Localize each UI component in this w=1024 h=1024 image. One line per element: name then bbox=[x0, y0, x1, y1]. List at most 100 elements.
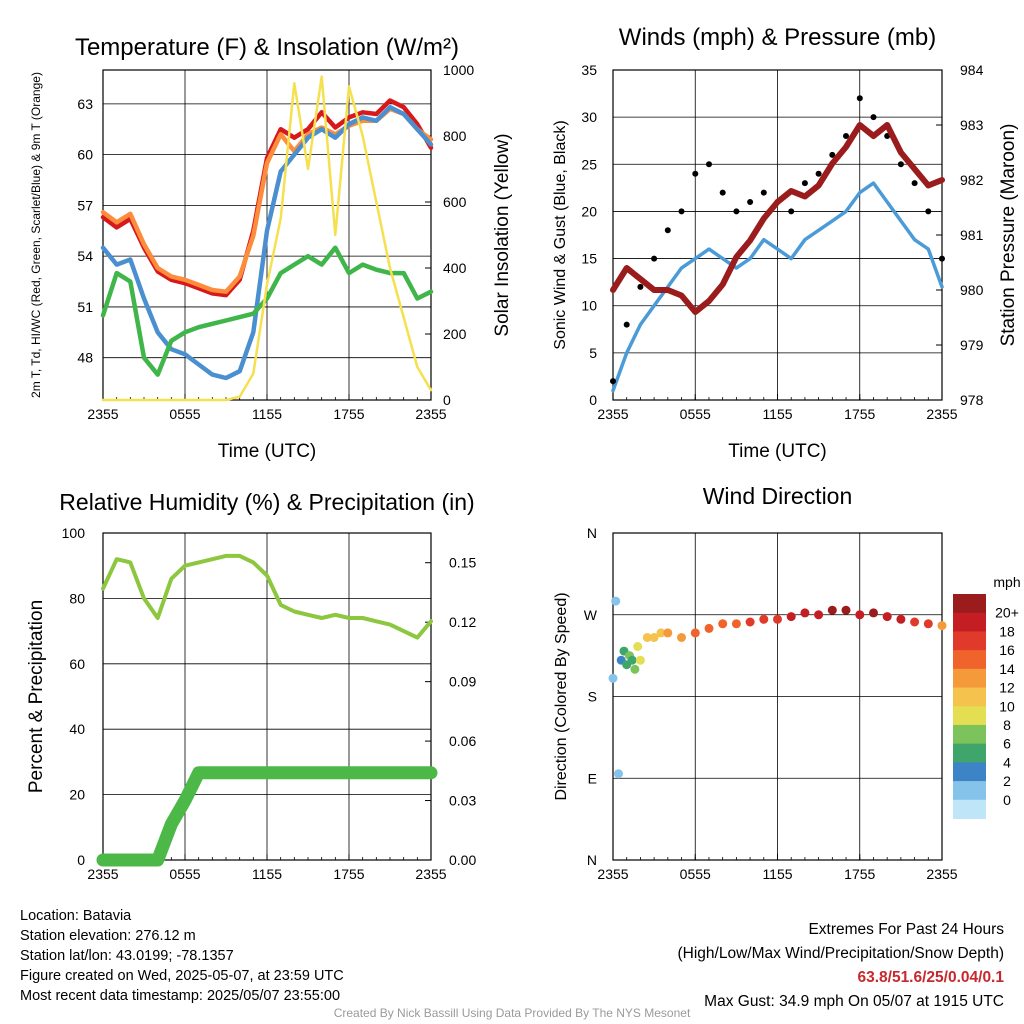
y2-tick-label: 982 bbox=[960, 172, 984, 188]
legend-label: 8 bbox=[1003, 717, 1011, 733]
x-tick-label: 2355 bbox=[597, 406, 628, 422]
legend-swatch bbox=[953, 650, 986, 670]
gust-point bbox=[843, 133, 849, 139]
x-tick-label: 1755 bbox=[333, 406, 364, 422]
legend-label: 20+ bbox=[995, 605, 1019, 621]
y-tick-label: E bbox=[588, 770, 597, 786]
y-tick-label: 48 bbox=[77, 350, 93, 366]
direction-point bbox=[786, 612, 796, 622]
temperature-chart: 2355 0555 1155 1755 2355 48 51 54 57 60 63 0 200 400 6… bbox=[29, 34, 513, 462]
precip-line bbox=[96, 766, 438, 867]
y2-tick-label: 600 bbox=[443, 194, 467, 210]
legend-swatch bbox=[953, 724, 986, 745]
y-axis-label: 2m T, Td, HI/WC (Red, Green, Scarlet/Blu… bbox=[29, 72, 43, 398]
latest-timestamp: Most recent data timestamp: 2025/05/07 2… bbox=[20, 988, 341, 1004]
station-info: Location: Batavia Station elevation: 276… bbox=[20, 906, 344, 1006]
direction-point bbox=[910, 617, 920, 627]
extremes-subtitle: (High/Low/Max Wind/Precipitation/Snow De… bbox=[677, 945, 1005, 962]
y-tick-label: S bbox=[588, 689, 597, 705]
direction-point bbox=[663, 628, 673, 638]
direction-point bbox=[896, 614, 906, 624]
extremes-title: Extremes For Past 24 Hours bbox=[808, 921, 1004, 938]
y2-tick-label: 0.09 bbox=[449, 674, 476, 690]
x-tick-label: 2355 bbox=[597, 866, 628, 882]
direction-point bbox=[841, 605, 851, 615]
direction-point bbox=[855, 610, 865, 620]
y-axis-label: Sonic Wind & Gust (Blue, Black) bbox=[552, 120, 569, 349]
direction-point bbox=[882, 612, 892, 622]
legend-label: 16 bbox=[999, 642, 1015, 658]
y2-tick-label: 0.06 bbox=[449, 733, 476, 749]
gust-point bbox=[856, 95, 863, 102]
y2-tick-label: 0.15 bbox=[449, 555, 476, 571]
gust-point bbox=[801, 180, 808, 187]
x-tick-label: 0555 bbox=[169, 866, 200, 882]
x-tick-label: 0555 bbox=[169, 406, 200, 422]
chart-title: Temperature (F) & Insolation (W/m²) bbox=[75, 34, 459, 61]
y-tick-label: 51 bbox=[77, 299, 93, 315]
direction-point bbox=[611, 596, 621, 606]
series-line bbox=[100, 245, 434, 377]
chart-title: Relative Humidity (%) & Precipitation (i… bbox=[59, 489, 474, 515]
gust-point bbox=[829, 151, 836, 158]
y-tick-label: N bbox=[587, 525, 597, 541]
direction-point bbox=[869, 608, 878, 618]
credit-line: Created By Nick Bassill Using Data Provi… bbox=[333, 1006, 691, 1020]
y2-axis-label: Solar Insolation (Yellow) bbox=[492, 133, 513, 336]
direction-point bbox=[704, 623, 714, 633]
legend-swatch bbox=[953, 799, 986, 819]
y-tick-label: N bbox=[587, 852, 597, 868]
direction-point bbox=[608, 673, 618, 683]
direction-point bbox=[759, 614, 769, 624]
series-line bbox=[101, 75, 433, 402]
direction-point bbox=[649, 633, 659, 642]
direction-point bbox=[677, 633, 686, 642]
x-tick-label: 0555 bbox=[680, 406, 711, 422]
gust-point bbox=[719, 189, 726, 196]
y-tick-label: 54 bbox=[77, 248, 93, 264]
y-tick-label: 20 bbox=[69, 787, 85, 803]
gust-point bbox=[706, 161, 712, 168]
y2-tick-label: 0.00 bbox=[449, 852, 476, 868]
gust-point bbox=[637, 283, 644, 290]
gust-point bbox=[939, 255, 945, 262]
y-axis-label: Percent & Precipitation bbox=[26, 600, 47, 793]
station-location: Location: Batavia bbox=[20, 908, 132, 924]
y2-tick-label: 984 bbox=[960, 62, 984, 78]
legend-title: mph bbox=[993, 574, 1020, 590]
y2-tick-label: 978 bbox=[960, 392, 984, 408]
gust-point bbox=[925, 208, 932, 215]
gust-point bbox=[610, 378, 616, 385]
direction-point bbox=[773, 614, 782, 624]
figure-created: Figure created on Wed, 2025-05-07, at 23… bbox=[20, 968, 344, 984]
y2-tick-label: 200 bbox=[443, 326, 467, 342]
x-tick-label: 1155 bbox=[762, 866, 792, 882]
chart-title: Wind Direction bbox=[703, 483, 853, 509]
extremes-panel: Extremes For Past 24 Hours (High/Low/Max… bbox=[678, 918, 1005, 1014]
y2-tick-label: 983 bbox=[960, 117, 984, 133]
legend-swatch bbox=[953, 706, 986, 726]
x-axis-label: Time (UTC) bbox=[218, 441, 317, 462]
y2-axis-label: Station Pressure (Maroon) bbox=[998, 124, 1019, 347]
y-tick-label: W bbox=[584, 607, 598, 623]
y2-tick-label: 0 bbox=[443, 392, 451, 408]
direction-point bbox=[656, 628, 666, 638]
station-elevation: Station elevation: 276.12 m bbox=[20, 928, 196, 944]
y-tick-label: 35 bbox=[581, 62, 597, 78]
y-axis-label: Direction (Colored By Speed) bbox=[553, 592, 570, 800]
x-tick-label: 1155 bbox=[762, 406, 792, 422]
y-tick-label: 20 bbox=[581, 203, 597, 219]
gust-point bbox=[733, 208, 740, 215]
legend-swatch bbox=[953, 668, 986, 689]
legend-label: 4 bbox=[1003, 754, 1011, 770]
direction-point bbox=[635, 655, 645, 665]
direction-point bbox=[614, 769, 623, 779]
direction-point bbox=[630, 664, 640, 674]
x-tick-label: 1155 bbox=[252, 406, 282, 422]
x-tick-label: 2355 bbox=[87, 406, 118, 422]
legend-swatch bbox=[953, 781, 986, 801]
legend-label: 2 bbox=[1003, 773, 1011, 789]
x-tick-label: 2355 bbox=[87, 866, 118, 882]
